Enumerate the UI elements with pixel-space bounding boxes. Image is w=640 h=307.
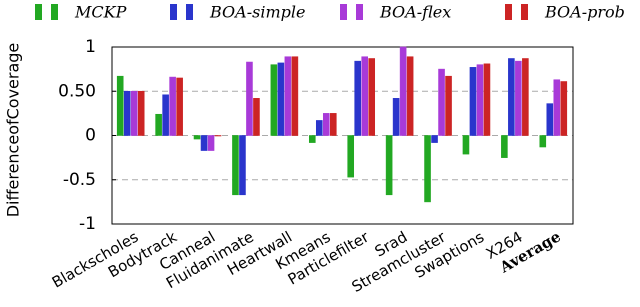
bar [515,60,522,136]
y-tick-label: -1 [79,214,96,234]
bar [462,135,470,155]
legend-swatch [51,4,58,20]
bar [176,77,183,136]
bar [291,56,299,136]
y-tick-label: -0.5 [63,170,96,190]
legend-label: BOA-simple [209,3,305,22]
bar [392,98,400,136]
bar [546,103,554,136]
bar [270,64,278,136]
bar [277,62,285,136]
bar [232,135,239,196]
legend-swatch [521,4,528,20]
y-tick-label: 0.50 [58,81,96,101]
bar [539,135,547,148]
plot-frame [111,46,574,225]
bar [315,120,323,136]
bar [347,135,355,178]
bar [123,90,131,136]
y-axis-label: DifferenceofCoverage [4,43,23,218]
legend-label: BOA-prob [544,3,625,22]
bar [501,135,508,158]
bar [361,56,369,136]
bar [560,81,568,136]
bar [445,75,452,136]
legend-swatch [35,4,42,20]
bar [368,58,376,136]
bar [553,79,561,136]
bar [431,135,438,143]
bar [424,135,431,203]
y-tick-label: 1 [85,37,96,57]
bar [169,76,176,136]
bar [137,90,145,136]
bar [193,135,201,140]
y-tick-label: 0 [85,126,96,146]
legend-swatch [340,4,347,20]
bar [399,46,407,136]
bar [239,135,246,196]
bar [354,60,362,136]
legend-swatch [356,4,363,20]
bar [322,113,330,136]
bar [329,113,337,136]
bar [308,135,316,143]
legend-swatch [505,4,512,20]
bar [406,56,414,136]
bar [284,56,292,136]
bar [508,58,515,136]
bar [116,75,124,136]
legend-label: BOA-flex [379,3,451,22]
bar [130,90,138,136]
bar [246,61,253,136]
bar [253,98,260,136]
legend-swatch [170,4,177,20]
bar [438,68,445,136]
legend-swatch [186,4,193,20]
bar [469,67,477,136]
bar [155,113,162,136]
bar [522,58,529,136]
bar [476,64,484,136]
bar [214,135,222,137]
bar [162,94,169,136]
bar [385,135,393,196]
bar [483,63,491,136]
bar [200,135,208,151]
bar [207,135,215,151]
legend-label: MCKP [74,3,127,22]
